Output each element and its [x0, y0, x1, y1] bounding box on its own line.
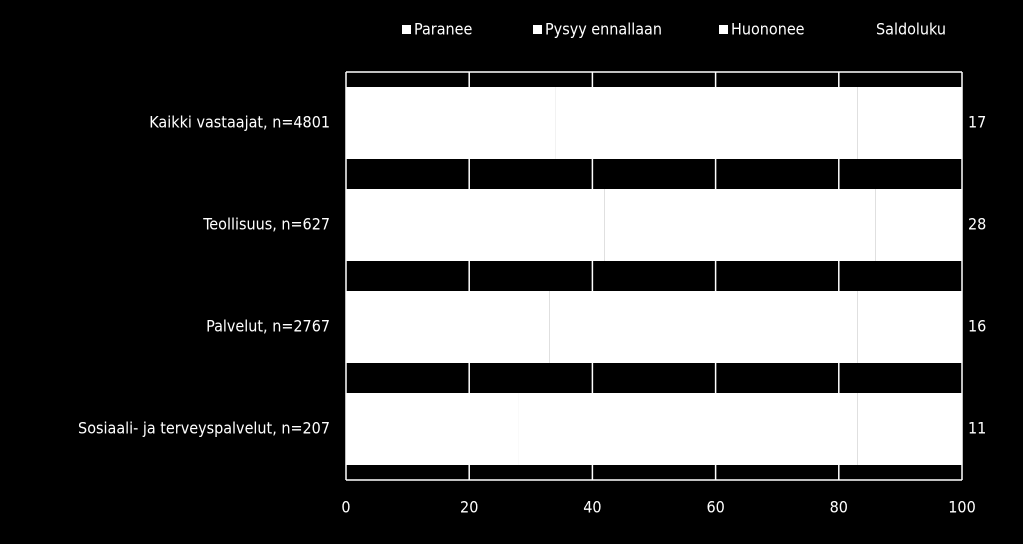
balance-label: 11 — [968, 419, 986, 438]
category-label: Palvelut, n=2767 — [206, 317, 330, 336]
bar-segment — [857, 87, 962, 159]
category-label: Kaikki vastaajat, n=4801 — [149, 113, 330, 132]
bar-segment — [346, 189, 605, 261]
bar-segment — [346, 291, 550, 363]
balance-label: 16 — [968, 317, 986, 336]
bar-segment — [857, 393, 962, 465]
bar-segment — [518, 393, 858, 465]
bar-segment — [875, 189, 962, 261]
legend-label: Paranee — [414, 20, 473, 39]
bar-segment — [604, 189, 876, 261]
balance-label: 28 — [968, 215, 986, 234]
bar-segment — [857, 291, 962, 363]
legend-label: Pysyy ennallaan — [545, 20, 662, 39]
balance-label: 17 — [968, 113, 986, 132]
bar-segment — [555, 87, 858, 159]
legend-label: Saldoluku — [876, 20, 946, 39]
legend-marker — [719, 25, 728, 34]
x-tick-label: 0 — [341, 498, 350, 517]
category-label: Teollisuus, n=627 — [202, 215, 330, 234]
x-tick-label: 40 — [583, 498, 601, 517]
category-label: Sosiaali- ja terveyspalvelut, n=207 — [78, 419, 330, 438]
x-tick-label: 20 — [460, 498, 478, 517]
legend-marker — [533, 25, 542, 34]
x-tick-label: 100 — [948, 498, 975, 517]
x-tick-label: 60 — [706, 498, 724, 517]
bar-segment — [549, 291, 858, 363]
bar-segment — [346, 87, 556, 159]
legend-marker — [402, 25, 411, 34]
bar-segment — [346, 393, 519, 465]
x-tick-label: 80 — [830, 498, 848, 517]
legend-label: Huononee — [731, 20, 805, 39]
